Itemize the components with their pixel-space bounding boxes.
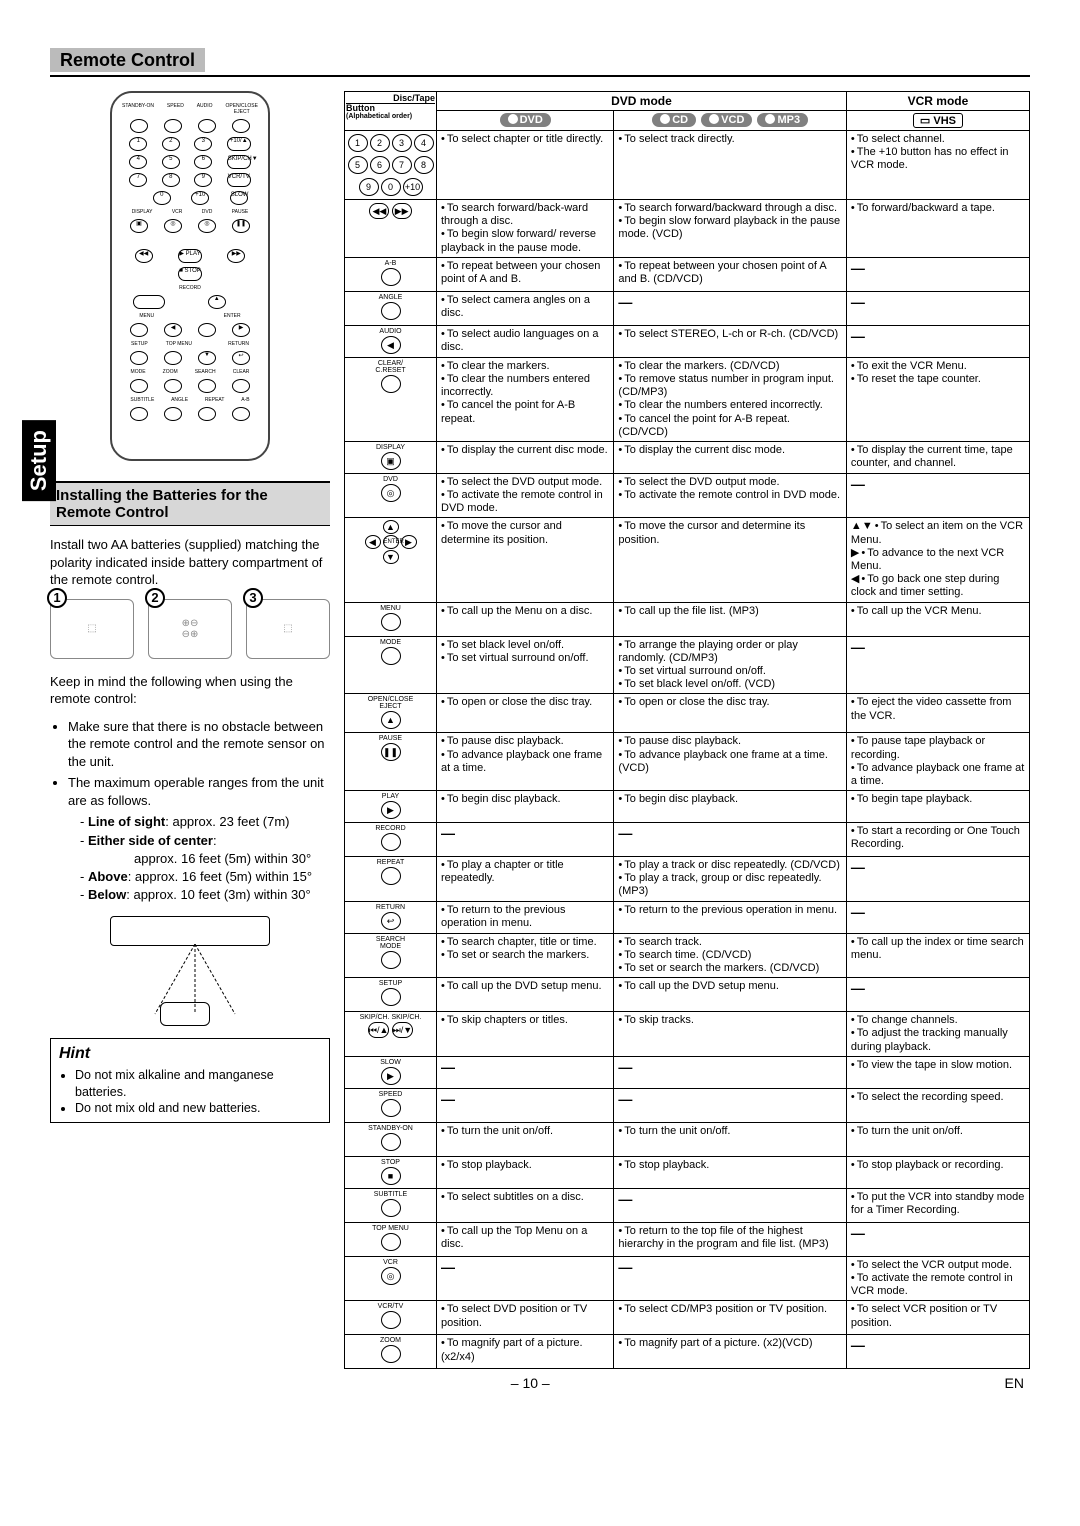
- hint-item: Do not mix alkaline and manganese batter…: [75, 1067, 321, 1100]
- cd-vcd-mp3-pill-cell: CD VCD MP3: [614, 111, 847, 131]
- hint-item: Do not mix old and new batteries.: [75, 1100, 321, 1116]
- table-row: SEARCHMODETo search chapter, title or ti…: [345, 933, 1030, 978]
- table-row: TOP MENUTo call up the Top Menu on a dis…: [345, 1222, 1030, 1256]
- keep-in-mind: Keep in mind the following when using th…: [50, 673, 330, 708]
- range-illustration: [100, 916, 280, 1026]
- table-row: A-BTo repeat between your chosen point o…: [345, 257, 1030, 291]
- table-row: VCR/TVTo select DVD position or TV posit…: [345, 1301, 1030, 1335]
- table-row: RETURN↩To return to the previous operati…: [345, 901, 1030, 933]
- table-row: ◀◀ ▶▶To search forward/back-ward through…: [345, 200, 1030, 258]
- page-number: – 10 –: [511, 1375, 550, 1391]
- table-row: AUDIO◀To select audio languages on a dis…: [345, 325, 1030, 357]
- usage-bullets: Make sure that there is no obstacle betw…: [50, 718, 330, 810]
- battery-steps-illustration: 1⬚ 2⊕⊖⊖⊕ 3⬚: [50, 599, 330, 659]
- install-intro: Install two AA batteries (supplied) matc…: [50, 536, 330, 589]
- table-row: DISPLAY▣To display the current disc mode…: [345, 441, 1030, 473]
- left-column: STANDBY-ONSPEEDAUDIOOPEN/CLOSEEJECT 123+…: [50, 91, 330, 1369]
- install-batteries-header: Installing the Batteries for the Remote …: [50, 481, 330, 526]
- hint-box: Hint Do not mix alkaline and manganese b…: [50, 1038, 330, 1123]
- vhs-pill-cell: ▭ VHS: [846, 111, 1029, 131]
- page-title: Remote Control: [50, 48, 205, 72]
- vcr-mode-header: VCR mode: [846, 92, 1029, 111]
- table-row: SKIP/CH. SKIP/CH.⏮/▲ ⏭/▼To skip chapters…: [345, 1012, 1030, 1057]
- table-row: RECORD——To start a recording or One Touc…: [345, 823, 1030, 857]
- table-row: 1234567890+10To select chapter or title …: [345, 131, 1030, 200]
- table-row: VCR◎——To select the VCR output mode.To a…: [345, 1256, 1030, 1301]
- table-row: PAUSE❚❚To pause disc playback.To advance…: [345, 733, 1030, 791]
- page-lang: EN: [1005, 1375, 1024, 1391]
- hint-title: Hint: [59, 1045, 321, 1063]
- table-row: ANGLETo select camera angles on a disc.—…: [345, 291, 1030, 325]
- setup-tab: Setup: [22, 420, 56, 501]
- dvd-mode-header: DVD mode: [437, 92, 847, 111]
- table-row: REPEATTo play a chapter or title repeate…: [345, 857, 1030, 902]
- table-row: MENUTo call up the Menu on a disc.To cal…: [345, 602, 1030, 636]
- table-row: ZOOMTo magnify part of a picture. (x2/x4…: [345, 1335, 1030, 1369]
- table-row: OPEN/CLOSEEJECT▲To open or close the dis…: [345, 694, 1030, 733]
- table-row: DVD◎To select the DVD output mode.To act…: [345, 473, 1030, 518]
- remote-illustration: STANDBY-ONSPEEDAUDIOOPEN/CLOSEEJECT 123+…: [110, 91, 270, 461]
- function-table-wrap: Disc/Tape Button (Alphabetical order) DV…: [344, 91, 1030, 1369]
- table-row: STANDBY-ONTo turn the unit on/off.To tur…: [345, 1122, 1030, 1156]
- page-title-bar: Remote Control: [50, 50, 1030, 77]
- function-table: Disc/Tape Button (Alphabetical order) DV…: [344, 91, 1030, 1369]
- table-row: SUBTITLETo select subtitles on a disc.—T…: [345, 1188, 1030, 1222]
- table-row: SPEED——To select the recording speed.: [345, 1088, 1030, 1122]
- table-row: ▲ ◀ENTER▶ ▼To move the cursor and determ…: [345, 518, 1030, 602]
- ranges-list: - Line of sight: approx. 23 feet (7m) - …: [50, 813, 330, 904]
- table-row: PLAY▶To begin disc playback.To begin dis…: [345, 791, 1030, 823]
- table-row: CLEAR/C.RESETTo clear the markers.To cle…: [345, 357, 1030, 441]
- dvd-pill-cell: DVD: [437, 111, 614, 131]
- table-row: STOP■To stop playback.To stop playback.T…: [345, 1156, 1030, 1188]
- table-row: SLOW▶——To view the tape in slow motion.: [345, 1056, 1030, 1088]
- table-row: SETUPTo call up the DVD setup menu.To ca…: [345, 978, 1030, 1012]
- page-footer: – 10 – EN: [50, 1373, 1030, 1391]
- table-row: MODETo set black level on/off.To set vir…: [345, 636, 1030, 694]
